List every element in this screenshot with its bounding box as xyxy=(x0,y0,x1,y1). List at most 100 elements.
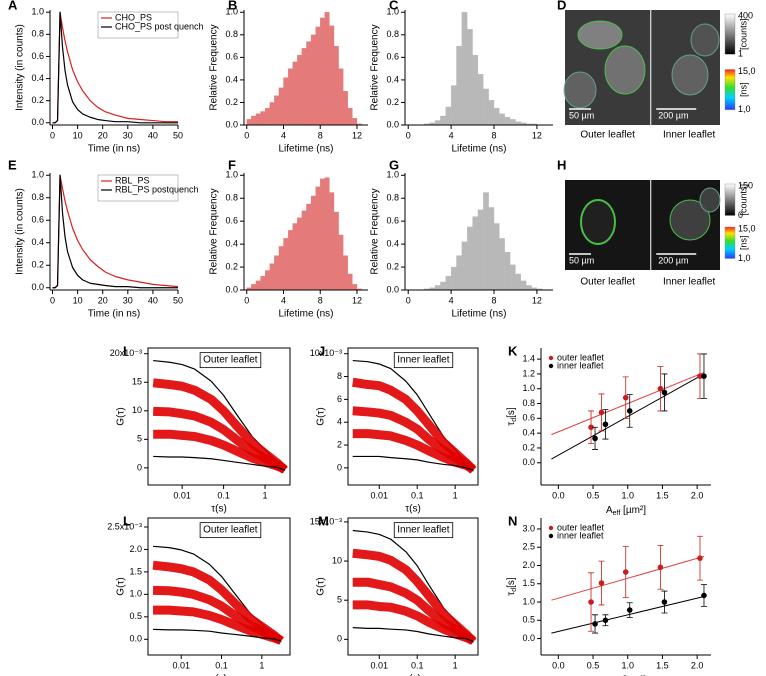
histogram-bar xyxy=(493,107,500,126)
y-tick-label: 0.2 xyxy=(225,261,238,271)
plot-area xyxy=(152,545,284,645)
y-tick-label: 1.0 xyxy=(386,7,399,17)
y-tick-label: 1.0 xyxy=(522,383,535,393)
y-tick-label: 1.0 xyxy=(225,7,238,17)
x-tick-label: 0.01 xyxy=(370,660,388,670)
legend-label: outer leaflet xyxy=(557,522,605,532)
y-tick-label: 1.0 xyxy=(129,589,142,599)
y-axis-label: Relative Frequency xyxy=(209,188,220,274)
fit-line xyxy=(551,371,705,436)
panel-label: B xyxy=(228,0,237,12)
series-line xyxy=(153,455,286,471)
x-tick-label: 0.01 xyxy=(173,490,191,500)
x-tick-label: 2.0 xyxy=(691,660,704,670)
y-tick-label: 0.0 xyxy=(31,117,44,127)
label-rest: [s] xyxy=(506,577,517,588)
y-tick-label: 0.5 xyxy=(129,611,142,621)
y-tick-label: 2 xyxy=(337,439,342,449)
plot-frame xyxy=(347,517,479,656)
x-tick-label: 40 xyxy=(148,295,158,305)
histogram-bar xyxy=(526,285,532,291)
x-tick-label: 4 xyxy=(281,130,286,140)
y-tick-label: 0.0 xyxy=(225,119,238,129)
legend-label: RBL_PS postquench xyxy=(115,184,199,194)
label-rest: [µm²] xyxy=(620,675,646,676)
histogram-bar xyxy=(260,111,266,126)
y-tick-label: 1.0 xyxy=(522,596,535,606)
x-axis-label: τ(s) xyxy=(211,674,227,676)
fit-line xyxy=(551,596,705,634)
panel-label: H xyxy=(557,157,566,172)
y-tick-label: 0.4 xyxy=(522,428,535,438)
x-axis-label: Lifetime (ns) xyxy=(278,309,333,320)
histogram-bar xyxy=(324,177,330,291)
colorbar xyxy=(724,226,736,259)
y-tick-label: 0.0 xyxy=(31,282,44,292)
histogram-bar xyxy=(292,61,298,126)
y-tick-label: 15x10⁻³ xyxy=(310,516,342,526)
legend-label: inner leaflet xyxy=(557,360,604,370)
data-point xyxy=(701,373,707,379)
data-point xyxy=(592,621,598,627)
series-line xyxy=(52,174,178,289)
x-tick-label: 50 xyxy=(173,295,183,305)
x-tick-label: 12 xyxy=(352,295,362,305)
histogram-bar xyxy=(338,234,344,291)
scale-label: 50 µm xyxy=(569,110,594,120)
plot-area xyxy=(352,359,477,474)
x-tick-label: 30 xyxy=(123,130,133,140)
y-axis-label: τd[s] xyxy=(506,577,518,596)
colorbar-unit: [counts] xyxy=(738,184,748,216)
y-tick-label: 2.5x10⁻³ xyxy=(107,521,142,531)
legend-label: CHO_PS xyxy=(115,12,152,22)
y-tick-label: 0.6 xyxy=(386,52,399,62)
histogram-bar xyxy=(450,266,457,291)
y-axis-label: Relative Frequency xyxy=(370,24,381,110)
histogram-bar xyxy=(283,77,289,126)
y-tick-label: 0.0 xyxy=(386,119,399,129)
cell xyxy=(699,187,721,213)
histogram-bar xyxy=(461,12,468,126)
histogram-bar xyxy=(352,284,358,291)
histogram-bar xyxy=(445,106,452,126)
data-point xyxy=(588,424,594,431)
image-caption: Outer leaflet xyxy=(580,130,635,141)
x-tick-label: 4 xyxy=(281,295,286,305)
x-tick-label: 0 xyxy=(244,295,249,305)
histogram-bar xyxy=(287,68,293,126)
series-line xyxy=(352,455,474,471)
histogram-bar xyxy=(352,118,358,126)
histogram-bar xyxy=(456,255,462,291)
histogram-bar xyxy=(301,210,307,291)
histogram-bar xyxy=(324,12,330,126)
y-tick-label: 0.0 xyxy=(522,457,535,467)
histogram-bar xyxy=(338,68,344,126)
histogram-bar xyxy=(493,223,500,291)
x-tick-label: 8 xyxy=(318,130,323,140)
histogram-bar xyxy=(310,34,316,126)
y-tick-label: 3.0 xyxy=(522,523,535,533)
y-tick-label: 0.8 xyxy=(225,29,238,39)
x-tick-label: 10 xyxy=(73,130,83,140)
histogram-bar xyxy=(333,45,339,126)
histogram-bar xyxy=(306,203,312,291)
histogram-bar xyxy=(306,41,312,126)
panel-label: J xyxy=(318,343,325,358)
colorbar-label: 1 xyxy=(738,49,743,59)
x-axis-label: τ(s) xyxy=(211,504,227,515)
x-tick-label: 1 xyxy=(453,660,458,670)
y-tick-label: 0.2 xyxy=(31,95,44,105)
y-tick-label: 2.0 xyxy=(129,544,142,554)
data-point xyxy=(598,409,605,416)
label-main: A xyxy=(606,675,613,676)
histogram-bar xyxy=(434,120,441,126)
y-tick-label: 0.8 xyxy=(31,29,44,39)
x-tick-label: 10 xyxy=(73,295,83,305)
histogram-bar xyxy=(333,211,339,291)
x-tick-label: 0.5 xyxy=(587,660,600,670)
y-tick-label: 0.4 xyxy=(225,74,238,84)
y-tick-label: 0.0 xyxy=(129,634,142,644)
x-tick-label: 0.0 xyxy=(552,490,565,500)
label-rest: [s] xyxy=(506,407,517,418)
